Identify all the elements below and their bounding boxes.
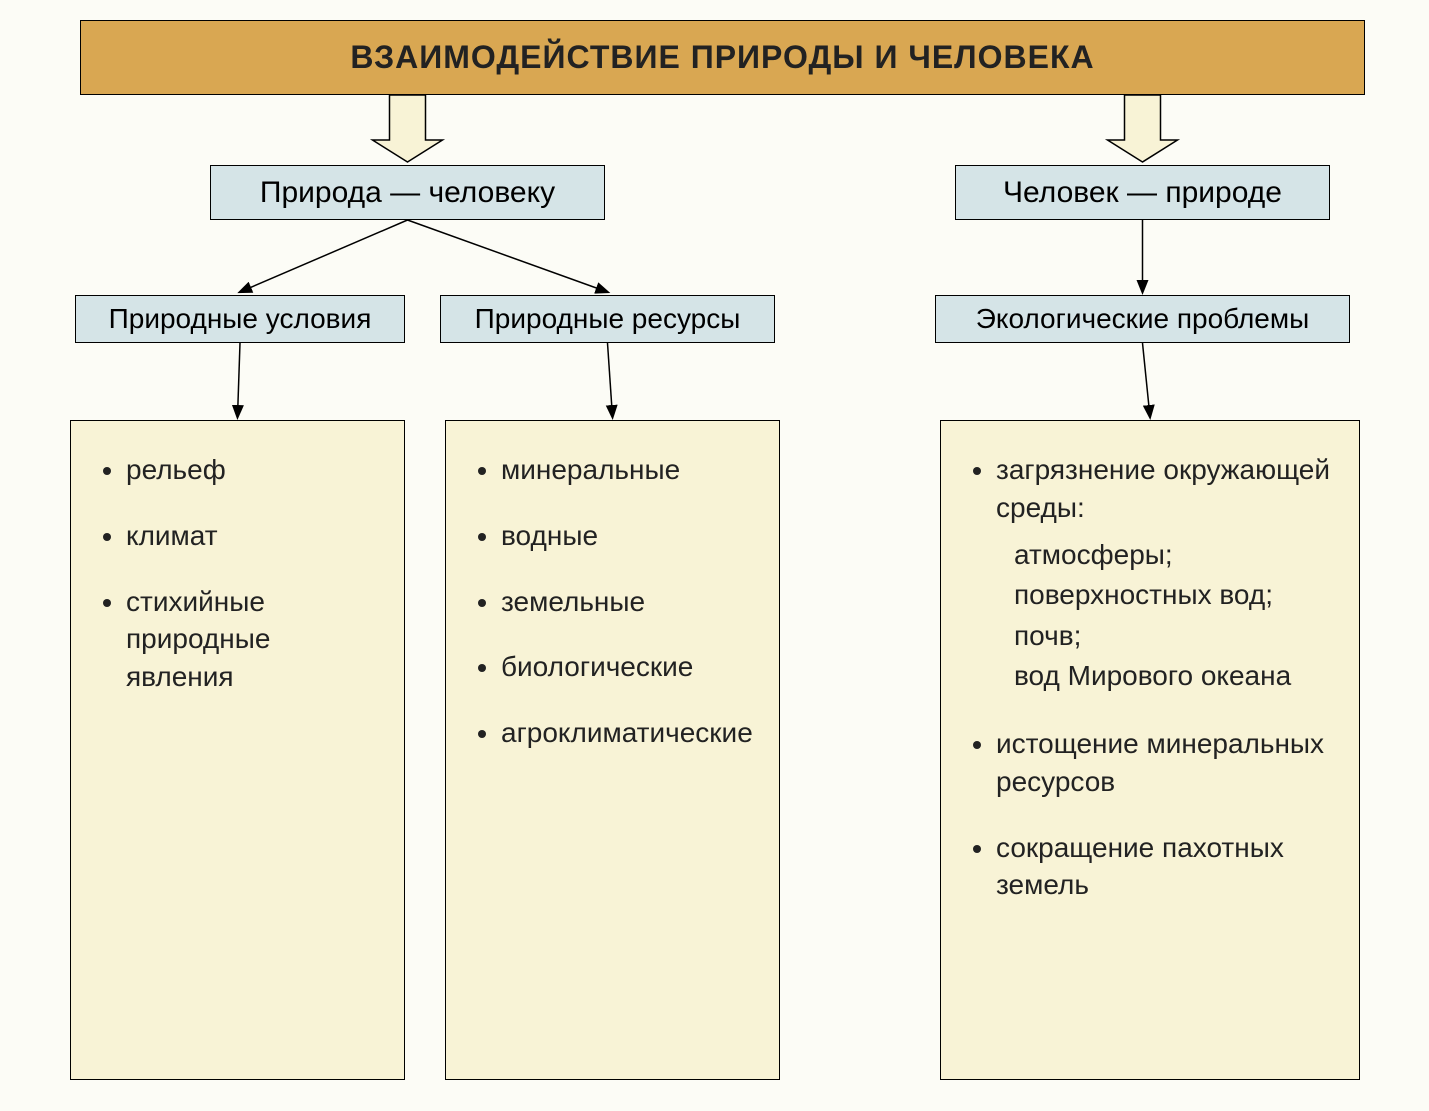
list-item: климат <box>126 517 384 555</box>
list-subitem: атмосферы; <box>1014 535 1339 576</box>
list-subitem: вод Мирового океана <box>1014 656 1339 697</box>
list-eco: загрязнение окружающей среды:атмосферы;п… <box>971 451 1339 904</box>
node-nature-to-human: Природа — человеку <box>210 165 605 220</box>
list-item: земельные <box>501 583 759 621</box>
list-item: сокращение пахотных земель <box>996 829 1339 905</box>
list-resources: минеральные водные земельные биологические а… <box>476 451 759 752</box>
node-natural-conditions: Природные условия <box>75 295 405 343</box>
list-item: агроклимати­ческие <box>501 714 759 752</box>
node-eco-problems: Экологические проблемы <box>935 295 1350 343</box>
content-resources: минеральные водные земельные биологические а… <box>445 420 780 1080</box>
list-item: минеральные <box>501 451 759 489</box>
list-item: биологические <box>501 648 759 686</box>
list-subitem: поверхностных вод; <box>1014 575 1339 616</box>
list-item: рельеф <box>126 451 384 489</box>
list-item: истощение минеральных ресурсов <box>996 725 1339 801</box>
content-conditions: рельеф климат стихийные природные явления <box>70 420 405 1080</box>
diagram-title: ВЗАИМОДЕЙСТВИЕ ПРИРОДЫ И ЧЕЛОВЕКА <box>80 20 1365 95</box>
list-item: загрязнение окружающей среды:атмосферы;п… <box>996 451 1339 697</box>
node-human-to-nature: Человек — природе <box>955 165 1330 220</box>
content-eco: загрязнение окружающей среды:атмосферы;п… <box>940 420 1360 1080</box>
list-item: стихийные природные явления <box>126 583 384 696</box>
node-natural-resources: Природные ресурсы <box>440 295 775 343</box>
list-item: водные <box>501 517 759 555</box>
list-subitem: почв; <box>1014 616 1339 657</box>
list-conditions: рельеф климат стихийные природные явления <box>101 451 384 696</box>
